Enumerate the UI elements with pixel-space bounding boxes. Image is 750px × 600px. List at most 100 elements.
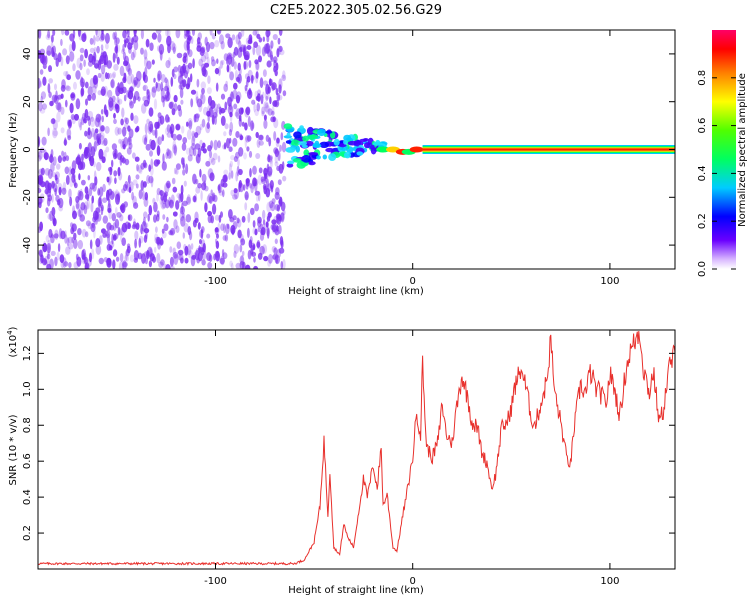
spectrogram-noise-blob — [98, 36, 105, 42]
spectrogram-noise-blob — [76, 256, 82, 267]
spectrogram-noise-blob — [185, 163, 189, 175]
spectrogram-noise-blob — [249, 236, 253, 244]
spectrogram-noise-blob — [128, 47, 132, 54]
spectrogram-noise-blob — [214, 214, 220, 221]
spectrogram-noise-blob — [241, 250, 245, 257]
spectrogram-noise-blob — [92, 85, 97, 95]
spectrogram-noise-blob — [239, 244, 243, 253]
spectrogram-transition-blob — [316, 155, 321, 160]
spectrogram-noise-blob — [89, 252, 92, 263]
spectrogram-noise-blob — [178, 84, 183, 90]
spectrogram-noise-blob — [116, 56, 120, 65]
spectrogram-noise-blob — [68, 262, 72, 269]
spectrogram-noise-blob — [196, 41, 202, 48]
spectrogram-noise-blob — [215, 82, 219, 92]
spectrogram-noise-blob — [124, 55, 129, 66]
spectrogram-noise-blob — [38, 168, 43, 176]
spectrogram-noise-blob — [81, 249, 85, 260]
spectrogram-noise-blob — [248, 60, 252, 68]
spectrogram-noise-blob — [141, 253, 146, 264]
spectrogram-noise-blob — [246, 146, 250, 152]
spectrogram-noise-blob — [163, 192, 168, 203]
spectrogram-noise-blob — [194, 113, 200, 119]
spectrogram-noise-blob — [89, 47, 95, 54]
spectrogram-noise-blob — [70, 114, 76, 120]
spectrogram-noise-blob — [207, 168, 214, 179]
spectrogram-noise-blob — [113, 118, 117, 125]
spectrogram-noise-blob — [143, 216, 146, 227]
spectrogram-noise-blob — [44, 168, 51, 176]
spectrogram-transition-blob — [303, 149, 310, 157]
spectrogram-noise-blob — [151, 32, 157, 40]
spectrogram-noise-blob — [114, 31, 118, 40]
spectrogram-noise-blob — [100, 44, 104, 51]
spectrogram-noise-blob — [254, 203, 259, 212]
spectrogram-noise-blob — [248, 150, 253, 158]
spectrogram-noise-blob — [223, 169, 229, 176]
spectrogram-noise-blob — [65, 85, 71, 92]
spectrogram-noise-blob — [157, 45, 161, 52]
spectrogram-noise-blob — [183, 180, 187, 187]
spectrogram-transition-blob — [328, 153, 337, 162]
spectrogram-noise-blob — [200, 81, 206, 90]
spectrogram-noise-blob — [215, 240, 220, 249]
spectrogram-noise-blob — [272, 34, 278, 40]
spectrogram-noise-blob — [180, 257, 184, 264]
spectrogram-noise-blob — [148, 205, 153, 216]
spectrogram-noise-blob — [133, 202, 139, 209]
spectrogram-noise-blob — [130, 74, 135, 84]
spectrogram-noise-blob — [194, 113, 200, 123]
spectrogram-noise-blob — [190, 243, 194, 250]
spectrogram-noise-blob — [259, 245, 265, 255]
spectrogram-noise-blob — [259, 77, 264, 89]
spectrogram-noise-blob — [269, 156, 273, 164]
spectrogram-noise-blob — [50, 162, 55, 173]
spectrogram-noise-blob — [87, 110, 94, 120]
spectrogram-noise-blob — [102, 183, 106, 193]
spectrogram-noise-blob — [276, 137, 280, 144]
spectrogram-noise-blob — [51, 193, 54, 203]
spectrogram-noise-blob — [68, 188, 72, 199]
spectrogram-noise-blob — [230, 189, 235, 197]
spectrogram-noise-blob — [246, 135, 252, 142]
spectrogram-noise-blob — [106, 258, 112, 268]
spectrogram-noise-blob — [157, 136, 162, 146]
spectrogram-noise-blob — [97, 72, 102, 79]
spectrogram-noise-blob — [57, 52, 62, 63]
spectrogram-noise-blob — [183, 223, 189, 233]
snr-y-tick-label: 0.8 — [22, 417, 33, 433]
spectrogram-noise-blob — [69, 196, 73, 207]
spectrogram-noise-blob — [106, 189, 110, 201]
spectrogram-noise-blob — [88, 118, 91, 127]
spectrogram-noise-blob — [38, 135, 41, 146]
spectrogram-noise-blob — [88, 156, 95, 163]
spectrogram-noise-blob — [237, 31, 242, 40]
spectrogram-noise-blob — [63, 71, 68, 77]
spectrogram-noise-blob — [243, 152, 247, 160]
spectrogram-noise-blob — [105, 42, 109, 50]
spectrogram-noise-blob — [206, 195, 212, 203]
spectrogram-noise-blob — [100, 125, 105, 132]
spectrogram-noise-blob — [252, 45, 256, 56]
spectrogram-noise-blob — [185, 147, 191, 155]
spectrogram-noise-blob — [123, 72, 127, 82]
spectrogram-noise-blob — [166, 87, 170, 98]
spectrogram-transition-blob — [286, 163, 294, 168]
spectrogram-noise-blob — [277, 179, 282, 186]
spectrogram-noise-blob — [107, 176, 112, 186]
spectrogram-noise-blob — [135, 183, 139, 189]
spectrogram-noise-blob — [165, 60, 171, 69]
spectrogram-noise-blob — [84, 263, 89, 269]
spectrogram-noise-blob — [256, 139, 261, 148]
spectrogram-noise-blob — [114, 103, 119, 110]
spectrogram-transition-blob — [285, 147, 296, 153]
spectrogram-noise-blob — [45, 235, 50, 243]
spectrogram-noise-blob — [226, 223, 230, 229]
spectrogram-noise-blob — [253, 256, 256, 263]
spectrogram-noise-blob — [84, 48, 88, 59]
spectrogram-noise-blob — [193, 114, 197, 123]
spectrogram-noise-blob — [114, 36, 117, 46]
spectrogram-noise-blob — [251, 75, 255, 81]
spectrogram-noise-blob — [38, 151, 41, 158]
spectrogram-noise-blob — [195, 96, 199, 104]
